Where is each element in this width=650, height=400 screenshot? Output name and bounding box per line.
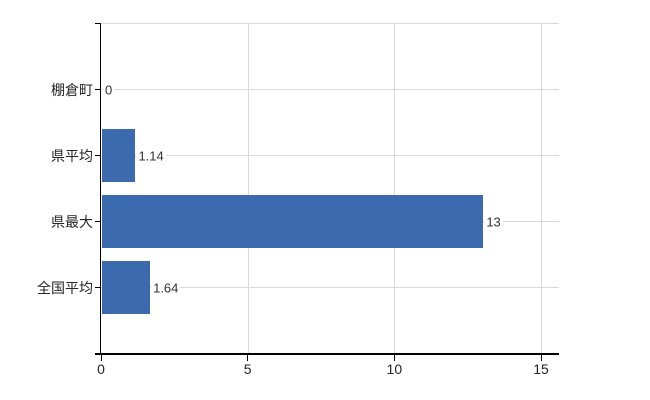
y-gridline <box>101 155 559 156</box>
category-label: 県平均 <box>51 147 93 164</box>
y-axis <box>99 23 101 354</box>
x-axis <box>95 353 559 355</box>
category-label: 県最大 <box>51 213 93 230</box>
x-gridline <box>247 23 249 353</box>
y-tick <box>95 89 101 90</box>
y-tick <box>95 155 101 156</box>
x-tick <box>247 353 249 361</box>
y-tick <box>95 221 101 222</box>
bar <box>102 128 136 182</box>
value-label: 1.64 <box>151 280 181 295</box>
y-gridline <box>101 89 559 90</box>
x-tick-label: 0 <box>97 361 105 377</box>
y-axis-top-tick <box>95 23 101 24</box>
value-label: 1.14 <box>136 148 166 163</box>
category-label: 棚倉町 <box>51 81 93 98</box>
bar <box>102 260 151 314</box>
plot-top-border <box>101 23 559 24</box>
y-gridline <box>101 287 559 288</box>
x-tick <box>100 353 102 361</box>
x-gridline <box>394 23 396 353</box>
x-tick <box>393 353 395 361</box>
value-label: 0 <box>103 82 115 97</box>
bar <box>102 194 484 248</box>
y-tick <box>95 287 101 288</box>
x-gridline <box>541 23 542 353</box>
x-tick-label: 15 <box>533 361 549 377</box>
value-label: 13 <box>484 214 503 229</box>
category-label: 全国平均 <box>37 279 93 296</box>
x-tick-label: 10 <box>386 361 403 377</box>
x-tick <box>540 353 542 361</box>
x-tick-label: 5 <box>243 361 252 377</box>
